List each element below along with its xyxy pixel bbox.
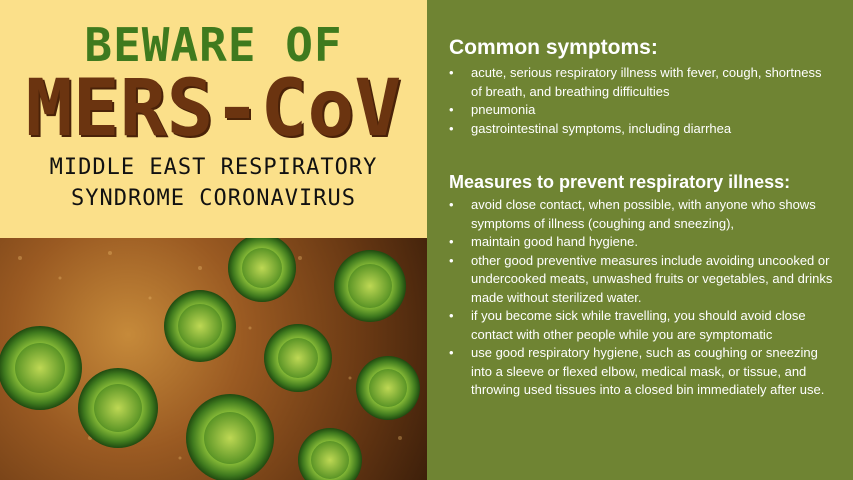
list-item: avoid close contact, when possible, with… [449, 196, 835, 233]
virus-particle [264, 324, 332, 392]
virus-particle [186, 394, 274, 480]
virus-particle [0, 326, 82, 410]
list-item: other good preventive measures include a… [449, 252, 835, 308]
measures-heading: Measures to prevent respiratory illness: [449, 172, 791, 192]
virus-particle [78, 368, 158, 448]
poster-header: BEWARE OF MERS-CoV MIDDLE EAST RESPIRATO… [0, 0, 427, 238]
poster-panel: BEWARE OF MERS-CoV MIDDLE EAST RESPIRATO… [0, 0, 427, 480]
symptoms-heading: Common symptoms: [449, 36, 658, 59]
poster-mers-cov-title: MERS-CoV [25, 64, 402, 154]
poster-subtitle-line-2: SYNDROME CORONAVIRUS [71, 186, 356, 211]
list-item: pneumonia [449, 101, 835, 120]
virus-particle [334, 250, 406, 322]
list-item: maintain good hand hygiene. [449, 233, 835, 252]
info-panel: Common symptoms: acute, serious respirat… [427, 0, 853, 480]
poster-beware-text: BEWARE OF [84, 18, 343, 72]
virus-particle [298, 428, 362, 480]
measures-list: avoid close contact, when possible, with… [449, 196, 835, 400]
virus-particle [164, 290, 236, 362]
virus-particle [228, 238, 296, 302]
poster-subtitle-line-1: MIDDLE EAST RESPIRATORY [49, 155, 378, 180]
symptoms-list: acute, serious respiratory illness with … [449, 64, 835, 138]
virus-particle [356, 356, 420, 420]
list-item: acute, serious respiratory illness with … [449, 64, 835, 101]
virus-micrograph-image [0, 238, 427, 480]
list-item: gastrointestinal symptoms, including dia… [449, 120, 835, 139]
coronavirus-particles-illustration [0, 238, 420, 480]
list-item: use good respiratory hygiene, such as co… [449, 344, 835, 400]
list-item: if you become sick while travelling, you… [449, 307, 835, 344]
